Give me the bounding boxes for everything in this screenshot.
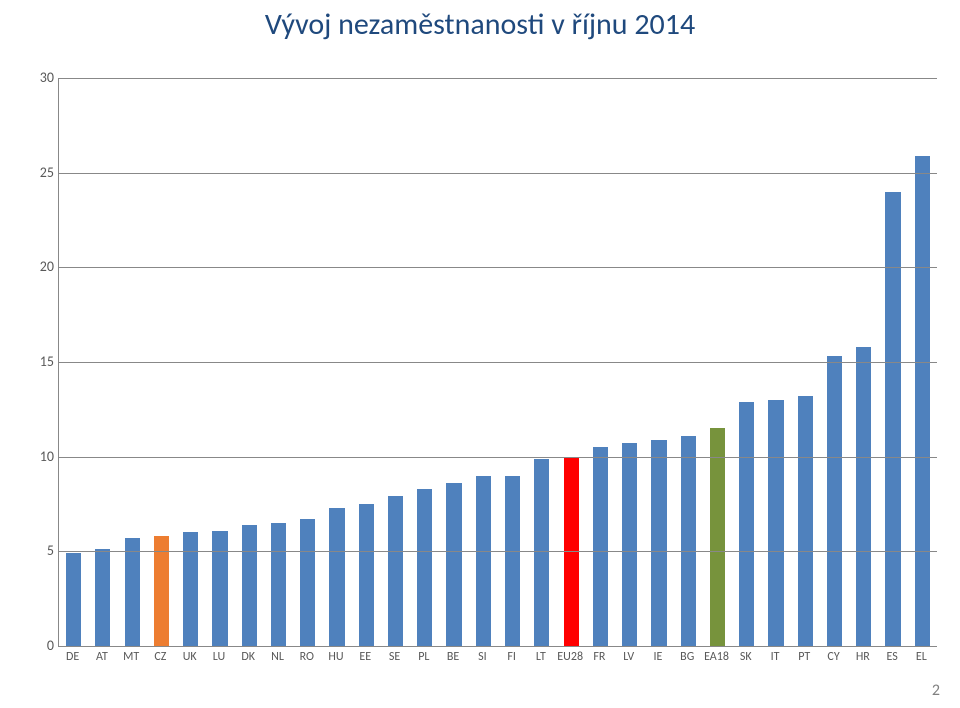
- bar: [66, 553, 81, 646]
- bar: [915, 156, 930, 646]
- bar: [95, 549, 110, 646]
- bar: [212, 531, 227, 646]
- bar: [300, 519, 315, 646]
- bar: [446, 483, 461, 646]
- plot-area: [58, 78, 937, 647]
- bar: [798, 396, 813, 646]
- bar: [681, 436, 696, 646]
- x-tick-label: PT: [790, 650, 819, 664]
- y-tick-label: 30: [30, 69, 54, 86]
- bar: [710, 428, 725, 646]
- x-tick-label: HU: [321, 650, 350, 664]
- bar: [505, 476, 520, 646]
- x-tick-label: DE: [58, 650, 87, 664]
- y-tick-label: 25: [30, 164, 54, 181]
- x-tick-label: LV: [614, 650, 643, 664]
- y-tick-label: 0: [30, 637, 54, 654]
- x-tick-label: UK: [175, 650, 204, 664]
- bar: [593, 447, 608, 646]
- x-tick-label: SI: [468, 650, 497, 664]
- x-tick-label: HR: [848, 650, 877, 664]
- gridline: [59, 267, 937, 268]
- bar: [154, 536, 169, 646]
- x-tick-label: RO: [292, 650, 321, 664]
- bar: [388, 496, 403, 646]
- gridline: [59, 173, 937, 174]
- gridline: [59, 457, 937, 458]
- bar: [739, 402, 754, 646]
- x-tick-label: CY: [819, 650, 848, 664]
- bar: [768, 400, 783, 646]
- bar: [183, 532, 198, 646]
- x-tick-label: EA18: [702, 650, 731, 664]
- x-tick-label: NL: [263, 650, 292, 664]
- bar: [271, 523, 286, 646]
- x-tick-label: FI: [497, 650, 526, 664]
- x-tick-label: PL: [409, 650, 438, 664]
- x-tick-label: CZ: [146, 650, 175, 664]
- bar: [856, 347, 871, 646]
- bar: [651, 440, 666, 646]
- gridline: [59, 551, 937, 552]
- y-tick-label: 5: [30, 542, 54, 559]
- x-tick-label: LT: [526, 650, 555, 664]
- x-tick-label: FR: [585, 650, 614, 664]
- x-tick-label: MT: [117, 650, 146, 664]
- x-tick-label: DK: [234, 650, 263, 664]
- x-tick-label: LU: [204, 650, 233, 664]
- gridline: [59, 78, 937, 79]
- bar: [622, 443, 637, 646]
- x-tick-label: IT: [760, 650, 789, 664]
- x-tick-label: EL: [907, 650, 936, 664]
- x-axis-labels: DEATMTCZUKLUDKNLROHUEESEPLBESIFILTEU28FR…: [58, 650, 936, 670]
- slide: Vývoj nezaměstnanosti v říjnu 2014 DEATM…: [0, 0, 960, 708]
- bar: [827, 356, 842, 646]
- bar: [885, 192, 900, 646]
- x-tick-label: SK: [731, 650, 760, 664]
- page-number: 2: [932, 681, 940, 700]
- x-tick-label: BG: [673, 650, 702, 664]
- bar: [125, 538, 140, 646]
- x-tick-label: EU28: [556, 650, 585, 664]
- bar: [476, 476, 491, 646]
- gridline: [59, 362, 937, 363]
- bar-chart: DEATMTCZUKLUDKNLROHUEESEPLBESIFILTEU28FR…: [28, 78, 936, 670]
- bar: [417, 489, 432, 646]
- x-tick-label: IE: [643, 650, 672, 664]
- page-title: Vývoj nezaměstnanosti v říjnu 2014: [0, 6, 960, 43]
- x-tick-label: BE: [438, 650, 467, 664]
- x-tick-label: SE: [380, 650, 409, 664]
- y-tick-label: 10: [30, 448, 54, 465]
- y-tick-label: 20: [30, 258, 54, 275]
- bar: [329, 508, 344, 646]
- x-tick-label: AT: [87, 650, 116, 664]
- y-tick-label: 15: [30, 353, 54, 370]
- bar: [359, 504, 374, 646]
- x-tick-label: EE: [351, 650, 380, 664]
- x-tick-label: ES: [877, 650, 906, 664]
- bar: [242, 525, 257, 646]
